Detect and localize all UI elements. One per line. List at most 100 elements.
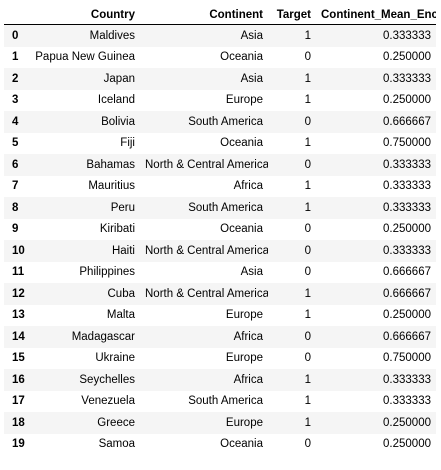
table-row: 13 Malta Europe 1 0.250000 [4, 305, 436, 327]
row-index-cell: 3 [12, 94, 19, 107]
row-index-cell: 15 [12, 352, 25, 365]
country-cell: Greece [97, 416, 135, 429]
continent-mean-enc-cell: 0.250000 [383, 51, 431, 64]
row-index-cell: 7 [12, 180, 19, 193]
continent-cell: Asia [240, 29, 263, 42]
country-cell: Fiji [120, 137, 135, 150]
row-index-cell: 6 [12, 158, 19, 171]
continent-mean-enc-column-header: Continent_Mean_Enc [316, 0, 436, 25]
row-index-cell: 16 [12, 373, 25, 386]
target-cell: 1 [304, 395, 311, 408]
continent-mean-enc-cell: 0.250000 [383, 94, 431, 107]
table-body: 0 Maldives Asia 1 0.333333 1 Papua New Guinea O… [4, 24, 436, 456]
table-row: 5 Fiji Oceania 1 0.750000 [4, 133, 436, 155]
table-row: 6 Bahamas North & Central America 0 0.333333 [4, 154, 436, 176]
table-row: 12 Cuba North & Central America 1 0.666667 [4, 283, 436, 305]
table-row: 17 Venezuela South America 1 0.333333 [4, 391, 436, 413]
continent-cell: Oceania [220, 137, 263, 150]
continent-cell: Asia [240, 72, 263, 85]
table-row: 11 Philippines Asia 0 0.666667 [4, 262, 436, 284]
country-column-header: Country [30, 0, 140, 25]
country-cell: Samoa [98, 438, 135, 451]
continent-mean-enc-cell: 0.750000 [383, 352, 431, 365]
row-index-cell: 18 [12, 416, 25, 429]
target-cell: 1 [304, 309, 311, 322]
continent-cell: Oceania [220, 51, 263, 64]
target-cell: 0 [304, 244, 311, 257]
table-row: 2 Japan Asia 1 0.333333 [4, 68, 436, 90]
table-row: 16 Seychelles Africa 1 0.333333 [4, 369, 436, 391]
continent-mean-enc-cell: 0.666667 [383, 115, 431, 128]
continent-mean-enc-cell: 0.250000 [383, 416, 431, 429]
row-index-cell: 1 [12, 51, 19, 64]
row-index-cell: 19 [12, 438, 25, 451]
country-cell: Haiti [111, 244, 135, 257]
continent-mean-enc-cell: 0.333333 [383, 395, 431, 408]
continent-cell: Africa [233, 330, 263, 343]
country-cell: Kiribati [99, 223, 135, 236]
target-cell: 0 [304, 438, 311, 451]
target-cell: 0 [304, 352, 311, 365]
table-row: 10 Haiti North & Central America 0 0.333333 [4, 240, 436, 262]
continent-mean-enc-cell: 0.333333 [383, 158, 431, 171]
row-index-cell: 13 [12, 309, 25, 322]
country-cell: Venezuela [81, 395, 135, 408]
country-cell: Peru [110, 201, 135, 214]
target-cell: 1 [304, 201, 311, 214]
country-cell: Bahamas [86, 158, 135, 171]
continent-cell: Oceania [220, 438, 263, 451]
row-index-cell: 0 [12, 29, 19, 42]
country-cell: Cuba [107, 287, 136, 300]
table-row: 15 Ukraine Europe 0 0.750000 [4, 348, 436, 370]
continent-column-header: Continent [140, 0, 268, 25]
target-cell: 1 [304, 180, 311, 193]
continent-cell: North & Central America [145, 158, 268, 171]
target-cell: 0 [304, 330, 311, 343]
continent-cell: Europe [225, 416, 263, 429]
continent-mean-enc-cell: 0.333333 [383, 29, 431, 42]
continent-cell: South America [188, 201, 263, 214]
country-cell: Iceland [97, 94, 135, 107]
table-row: 0 Maldives Asia 1 0.333333 [4, 24, 436, 47]
country-cell: Papua New Guinea [35, 51, 135, 64]
target-cell: 1 [304, 94, 311, 107]
country-cell: Malta [106, 309, 135, 322]
country-cell: Maldives [89, 29, 135, 42]
target-cell: 1 [304, 287, 311, 300]
continent-mean-enc-cell: 0.333333 [383, 201, 431, 214]
continent-cell: Asia [240, 266, 263, 279]
continent-mean-enc-cell: 0.666667 [383, 287, 431, 300]
row-index-cell: 2 [12, 72, 19, 85]
table-row: 19 Samoa Oceania 0 0.250000 [4, 434, 436, 456]
row-index-cell: 17 [12, 395, 25, 408]
row-index-cell: 4 [12, 115, 19, 128]
country-cell: Japan [103, 72, 135, 85]
country-cell: Madagascar [71, 330, 135, 343]
table-header: Country Continent Target Continent_Mean_… [4, 0, 436, 25]
continent-cell: Africa [233, 180, 263, 193]
continent-cell: Africa [233, 373, 263, 386]
continent-cell: Europe [225, 309, 263, 322]
table-row: 7 Mauritius Africa 1 0.333333 [4, 176, 436, 198]
row-index-cell: 12 [12, 287, 25, 300]
table-row: 18 Greece Europe 1 0.250000 [4, 412, 436, 434]
continent-cell: Europe [225, 94, 263, 107]
continent-cell: Europe [225, 352, 263, 365]
table-row: 4 Bolivia South America 0 0.666667 [4, 111, 436, 133]
continent-mean-enc-cell: 0.666667 [383, 266, 431, 279]
country-cell: Seychelles [79, 373, 135, 386]
country-cell: Philippines [79, 266, 135, 279]
row-index-cell: 14 [12, 330, 25, 343]
target-cell: 0 [304, 266, 311, 279]
continent-mean-enc-cell: 0.666667 [383, 330, 431, 343]
row-index-cell: 9 [12, 223, 19, 236]
dataframe-table: Country Continent Target Continent_Mean_… [4, 0, 436, 455]
continent-cell: North & Central America [145, 244, 268, 257]
target-cell: 1 [304, 373, 311, 386]
row-index-cell: 10 [12, 244, 25, 257]
continent-mean-enc-cell: 0.333333 [383, 180, 431, 193]
target-cell: 1 [304, 416, 311, 429]
table-row: 3 Iceland Europe 1 0.250000 [4, 90, 436, 112]
continent-cell: Oceania [220, 223, 263, 236]
